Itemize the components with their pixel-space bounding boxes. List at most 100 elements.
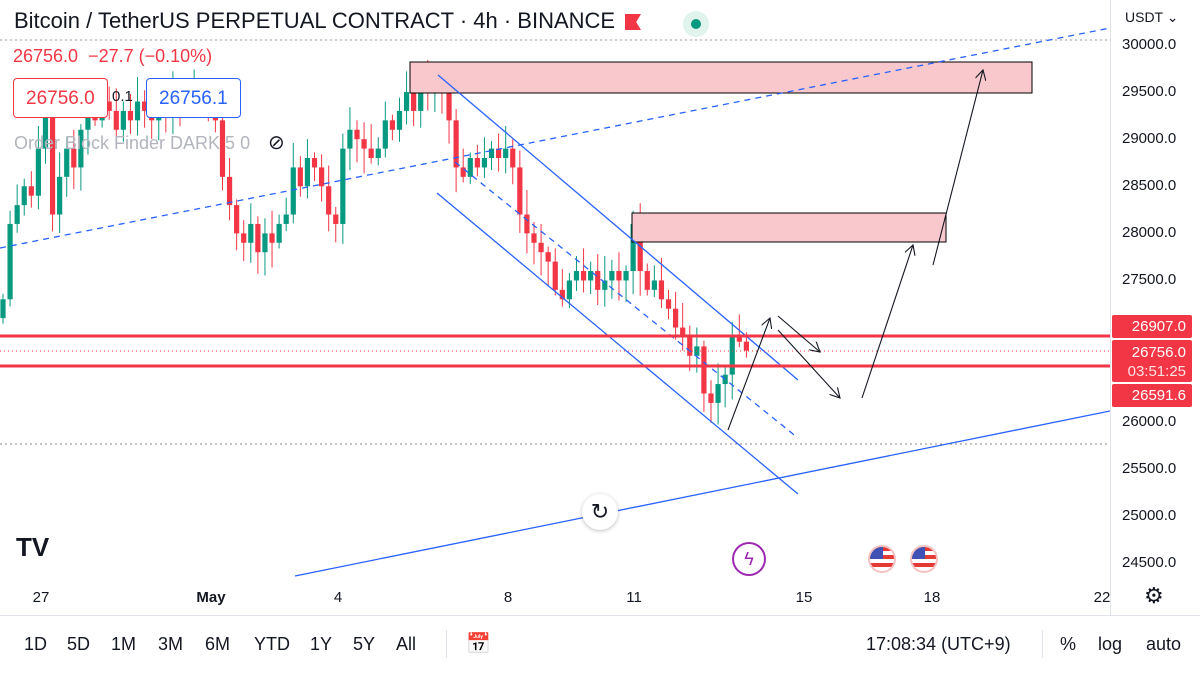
date-range-icon[interactable]: 📅 [466,633,491,655]
candle-up [7,223,13,300]
candle-up [304,158,311,187]
range-5d[interactable]: 5D [67,634,91,654]
candle-down [241,233,247,243]
candle-down [545,252,551,262]
candle-down [658,280,665,300]
trendline-support [294,410,1110,577]
reset-chart-button[interactable]: ↻ [582,494,618,530]
candle-up [609,271,615,281]
candle-down [255,223,261,253]
candle-up [729,336,735,375]
projection-arrows [727,70,983,431]
clock[interactable]: 17:08:34 (UTC+9) [866,634,1011,654]
sell-button[interactable]: 26756.0 [13,78,108,118]
candle-up [396,110,403,130]
candle-up [375,148,381,159]
currency-selector[interactable]: USDT ⌄ [1125,9,1179,25]
candle-up [481,158,488,168]
candle-down [446,92,452,121]
bar-countdown: 03:51:25 [1127,363,1186,380]
range-ytd[interactable]: YTD [254,634,290,654]
candle-down [496,148,502,159]
candle-down [326,186,332,215]
flag-icon[interactable] [625,14,641,30]
candle-up [382,120,388,149]
range-1y[interactable]: 1Y [310,634,333,654]
percent-toggle[interactable]: % [1060,634,1077,654]
price-label: 27500.0 [1122,271,1177,289]
symbol-title[interactable]: Bitcoin / TetherUS PERPETUAL CONTRACT · … [14,8,616,33]
auto-toggle[interactable]: auto [1146,634,1182,654]
candle-down [333,214,339,224]
last-price-change: 26756.0 −27.7 (−0.10%) [13,46,212,67]
candle-up [21,186,27,206]
time-label: 8 [503,589,513,606]
time-label: 11 [626,589,642,606]
indicator-label[interactable]: Order Block Finder DARK 5 0 [14,133,251,153]
range-3m[interactable]: 3M [158,634,184,654]
lightning-icon[interactable]: ϟ [734,544,764,574]
time-label: 4 [333,589,343,606]
candle-up [120,110,126,130]
settings-gear-icon[interactable]: ⚙ [1144,583,1164,608]
price-chart[interactable]: TV [0,0,1110,615]
supply-zone-lower [631,212,947,243]
candle-down [71,148,77,168]
candle-up [0,299,6,319]
price-label: 30000.0 [1122,36,1177,53]
price-axis[interactable]: USDT ⌄ [1110,0,1200,615]
candle-down [701,346,707,394]
channel-middle [454,161,799,439]
range-6m[interactable]: 6M [205,634,231,654]
candle-down [616,271,622,281]
time-label: May [196,589,226,606]
us-flag-event-icon[interactable] [868,545,896,573]
candle-up [503,148,509,159]
candle-down [680,327,686,337]
candle-up [602,280,608,290]
channel-lower [436,192,799,495]
time-label: 18 [923,589,941,606]
candle-up [573,271,580,281]
divider [446,630,447,658]
candle-up [566,280,572,300]
candle-up [403,92,410,111]
time-label: 27 [32,589,50,606]
range-1m[interactable]: 1M [111,634,137,654]
market-status-icon[interactable] [683,11,709,37]
candle-down [580,271,587,281]
candle-up [651,280,657,290]
candle-down [559,289,565,300]
last-price: 26756.0 [13,46,79,66]
candle-down [743,341,749,351]
range-5y[interactable]: 5Y [353,634,376,654]
candles [0,60,749,425]
level-tag-lower: 26591.6 [1112,384,1192,407]
eye-hidden-icon[interactable]: ⊘ [268,132,285,154]
candle-down [368,148,374,159]
candle-down [354,129,360,140]
price-label: 28000.0 [1122,224,1177,242]
candle-up [85,110,91,130]
candle-down [673,308,679,328]
current-price-tag: 26756.0 03:51:25 [1112,340,1192,382]
tradingview-logo: TV [16,532,50,562]
us-flag-event-icon[interactable] [910,545,938,573]
buy-button[interactable]: 26756.1 [146,78,241,118]
time-label: 22 [1093,589,1111,606]
candle-down [389,120,395,130]
candle-down [234,205,240,234]
candle-down [708,393,714,403]
price-change: −27.7 (−0.10%) [88,46,213,66]
log-toggle[interactable]: log [1098,634,1123,654]
candle-up [488,148,495,159]
range-all[interactable]: All [396,634,417,654]
candle-down [644,271,650,290]
candle-down [127,110,134,121]
price-label: 29000.0 [1122,130,1177,148]
candle-up [340,148,346,224]
channel-upper [437,74,799,381]
candle-down [538,242,544,253]
range-1d[interactable]: 1D [24,634,48,654]
currency-label: USDT [1125,9,1163,25]
